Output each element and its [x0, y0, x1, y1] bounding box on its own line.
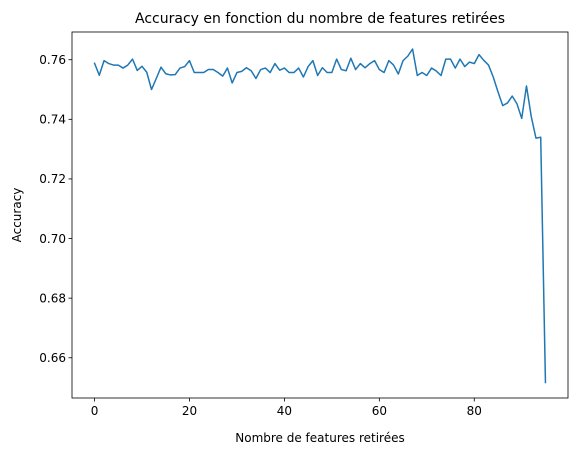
y-tick-label: 0.74: [39, 113, 66, 127]
y-tick-label: 0.68: [39, 291, 66, 305]
x-tick-label: 0: [91, 404, 99, 418]
y-tick-label: 0.72: [39, 172, 66, 186]
x-tick-label: 60: [372, 404, 387, 418]
y-axis-label: Accuracy: [10, 188, 24, 243]
series-group: [93, 48, 547, 384]
plot-area: [72, 32, 568, 398]
series-line: [93, 48, 547, 384]
x-axis-label: Nombre de features retirées: [235, 431, 404, 445]
x-axis: 0 20 40 60 80: [91, 398, 482, 418]
x-tick-label: 80: [467, 404, 482, 418]
plot-border: [71, 31, 569, 399]
y-tick-label: 0.76: [39, 53, 66, 67]
y-axis: 0.66 0.68 0.70 0.72 0.74 0.76: [39, 53, 72, 365]
x-tick-label: 40: [277, 404, 292, 418]
y-tick-label: 0.66: [39, 351, 66, 365]
y-tick-label: 0.70: [39, 232, 66, 246]
x-tick-label: 20: [182, 404, 197, 418]
chart-title: Accuracy en fonction du nombre de featur…: [135, 11, 505, 27]
